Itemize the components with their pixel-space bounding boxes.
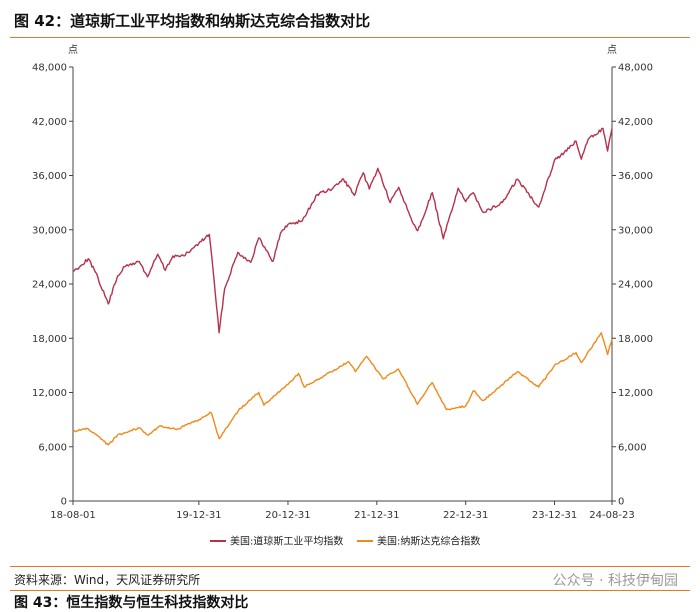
legend: 美国:道琼斯工业平均指数 美国:纳斯达克综合指数 bbox=[210, 535, 480, 548]
left-y-tick-label: 18,000 bbox=[32, 334, 67, 345]
source-divider bbox=[10, 566, 690, 567]
x-tick-label: 21-12-31 bbox=[354, 510, 399, 521]
right-axis-unit: 点 bbox=[607, 44, 617, 56]
left-y-tick-label: 0 bbox=[61, 497, 67, 508]
x-tick-label: 19-12-31 bbox=[176, 510, 221, 521]
right-y-tick-label: 30,000 bbox=[618, 225, 653, 236]
next-figure-title: 图 43：恒生指数与恒生科技指数对比 bbox=[14, 595, 249, 611]
left-axis-unit: 点 bbox=[68, 44, 78, 56]
series-line-nasdaq bbox=[72, 332, 613, 446]
watermark: 公众号 · 科技伊甸园 bbox=[552, 573, 678, 589]
right-y-tick-label: 18,000 bbox=[618, 334, 653, 345]
x-tick-label: 23-12-31 bbox=[532, 510, 577, 521]
title-divider bbox=[10, 37, 690, 38]
left-y-tick-label: 42,000 bbox=[32, 117, 67, 128]
right-y-tick-label: 36,000 bbox=[618, 171, 653, 182]
x-tick-label: 18-08-01 bbox=[50, 510, 95, 521]
axes: 0 0 6,000 6,000 12,000 12,000 18,000 18,000 24,0… bbox=[32, 63, 653, 522]
left-y-tick-label: 6,000 bbox=[38, 442, 67, 453]
series-layer bbox=[72, 127, 613, 446]
right-y-tick-label: 6,000 bbox=[618, 442, 647, 453]
left-y-tick-label: 30,000 bbox=[32, 225, 67, 236]
x-tick-label: 24-08-23 bbox=[589, 510, 634, 521]
left-y-tick-label: 36,000 bbox=[32, 171, 67, 182]
right-y-tick-label: 42,000 bbox=[618, 117, 653, 128]
source-note: 资料来源：Wind，天风证券研究所 bbox=[14, 573, 201, 587]
right-y-tick-label: 48,000 bbox=[618, 63, 653, 74]
right-y-tick-label: 0 bbox=[618, 497, 624, 508]
x-tick-label: 22-12-31 bbox=[443, 510, 488, 521]
series-line-dow-jones bbox=[72, 127, 613, 334]
figure-title: 图 42：道琼斯工业平均指数和纳斯达克综合指数对比 bbox=[14, 12, 371, 30]
left-y-tick-label: 48,000 bbox=[32, 63, 67, 74]
legend-label-nasdaq: 美国:纳斯达克综合指数 bbox=[377, 535, 480, 548]
next-title-divider bbox=[10, 590, 690, 591]
x-tick-label: 20-12-31 bbox=[265, 510, 310, 521]
right-y-tick-label: 12,000 bbox=[618, 388, 653, 399]
left-y-tick-label: 12,000 bbox=[32, 388, 67, 399]
legend-label-dow-jones: 美国:道琼斯工业平均指数 bbox=[230, 535, 343, 548]
left-y-tick-label: 24,000 bbox=[32, 280, 67, 291]
line-chart: 点 点 0 0 6,000 6,000 12,000 12,000 18,000 18,000… bbox=[32, 44, 653, 548]
right-y-tick-label: 24,000 bbox=[618, 280, 653, 291]
